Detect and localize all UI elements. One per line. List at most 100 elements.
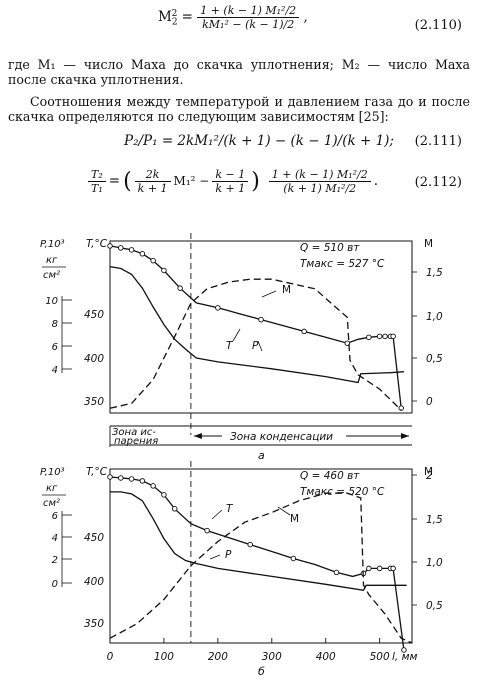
data-point-T — [128, 247, 135, 253]
data-point-T — [366, 565, 372, 572]
zone-label-evaporation-2: парения — [114, 436, 158, 447]
y-axis-unit-num: кг — [46, 483, 58, 494]
data-point-T — [258, 316, 264, 323]
tick-label-m: 0,5 — [426, 353, 443, 365]
curve-label-leader — [209, 554, 221, 560]
tick-label-m: 1,0 — [426, 557, 443, 569]
data-point-T — [139, 478, 146, 484]
data-point-T — [366, 334, 372, 341]
tick-label-p: 8 — [52, 319, 58, 330]
curve-label-t: T — [226, 340, 234, 352]
zone-label-bg — [222, 429, 346, 442]
y2-axis-label-m: M — [424, 466, 433, 478]
tick-label-t: 450 — [84, 532, 104, 544]
tick-label-p: 10 — [45, 296, 58, 307]
plot-frame — [109, 240, 413, 414]
tick-label-m: 1,5 — [426, 267, 443, 279]
series-line-M — [109, 278, 402, 411]
x-tick-label: 200 — [208, 651, 228, 663]
tick-label-t: 350 — [84, 396, 104, 408]
x-axis-unit: l, мм — [392, 651, 418, 663]
tick-label-p: 6 — [52, 511, 58, 522]
data-point-T — [215, 305, 221, 311]
series-line-T — [109, 476, 405, 651]
annotation-q: Q = 510 вт — [300, 242, 360, 254]
tick-label-p: 0 — [52, 579, 58, 590]
x-tick-label: 500 — [370, 651, 390, 663]
data-point-T — [390, 333, 396, 340]
curve-label-leader — [257, 340, 263, 352]
equation-number-2-110: (2.110) — [414, 18, 462, 33]
x-tick-label: 0 — [107, 651, 114, 663]
x-tick-label: 400 — [316, 651, 336, 663]
tick-label-m: 0,5 — [426, 600, 443, 612]
data-point-T — [150, 257, 156, 264]
tick-label-m: 2 — [426, 470, 433, 482]
data-point-T — [161, 492, 167, 498]
tick-label-p: 2 — [52, 555, 58, 566]
data-point-T — [107, 474, 113, 480]
annotation-tmax: Tмакс = 527 °C — [300, 258, 385, 270]
series-line-T — [109, 245, 402, 409]
curve-label-leader — [277, 506, 291, 516]
data-point-T — [204, 527, 210, 534]
series-line-P — [109, 265, 404, 384]
annotation-tmax: Tмакс = 520 °C — [300, 486, 385, 498]
data-point-T — [161, 267, 167, 274]
data-point-T — [401, 647, 407, 653]
y-axis-unit-num: кг — [46, 255, 58, 266]
curve-label-leader — [211, 509, 223, 520]
tick-label-m: 1,0 — [426, 311, 443, 323]
data-point-T — [398, 405, 404, 411]
data-point-T — [177, 285, 183, 291]
annotation-q: Q = 460 вт — [300, 470, 360, 482]
equation-2-111: P₂/P₁ = 2kM₁²/(k + 1) − (k − 1)/(k + 1); — [124, 133, 394, 149]
data-point-T — [107, 243, 113, 249]
curve-label-p: P — [225, 549, 232, 561]
tick-label-p: 6 — [52, 342, 58, 353]
data-point-T — [382, 333, 388, 340]
data-point-T — [171, 506, 178, 512]
series-line-M — [109, 492, 413, 644]
equation-2-110: M22 = 1 + (k − 1) M₁²/2 kM₁² − (k − 1)/2… — [158, 4, 308, 31]
paragraph-2: Соотношения между температурой и давлени… — [8, 94, 470, 124]
curve-label-leader — [261, 290, 277, 298]
data-point-T — [376, 565, 383, 572]
plot-frame — [109, 468, 413, 644]
eq-lhs-fraction: T₂ T₁ — [88, 168, 106, 195]
data-point-T — [128, 476, 135, 482]
figure-2-panels: T,°C P,10³ кг см² M 450 400 350 10 8 6 4 1,5 1,0 0,5 0 Q… — [40, 233, 443, 678]
y-axis-unit-den: см² — [43, 270, 60, 281]
zone-arrowhead-right — [401, 433, 409, 439]
y-axis-label-p: P,10³ — [40, 239, 65, 250]
data-point-T — [139, 251, 146, 257]
data-point-T — [376, 333, 383, 340]
data-point-T — [150, 483, 156, 489]
curve-label-m: M — [290, 513, 299, 525]
eq-lhs: M22 — [158, 8, 178, 28]
tick-label-t: 400 — [84, 576, 104, 588]
data-point-T — [118, 245, 124, 251]
panel-caption-b: б — [258, 665, 265, 678]
curve-label-t: T — [226, 503, 234, 515]
curve-label-p: P — [252, 340, 259, 352]
zone-label-condensation: Зона конденсации — [230, 431, 333, 443]
tick-label-m: 1,5 — [426, 514, 443, 526]
data-point-T — [247, 541, 253, 548]
y-axis-label-t: T,°C — [86, 466, 108, 478]
equation-number-2-111: (2.111) — [414, 134, 462, 149]
y-axis-label-t: T,°C — [86, 238, 108, 250]
curve-label-leader — [232, 328, 241, 342]
equation-number-2-112: (2.112) — [414, 175, 462, 190]
data-point-T — [290, 555, 297, 562]
tick-label-p: 4 — [52, 365, 58, 376]
x-tick-label: 100 — [154, 651, 174, 663]
data-point-T — [333, 569, 340, 576]
data-point-T — [301, 328, 307, 335]
panel-a: T,°C P,10³ кг см² M 450 400 350 10 8 6 4 1,5 1,0 0,5 0 Q… — [40, 233, 443, 462]
data-point-T — [118, 475, 124, 481]
y-axis-label-p: P,10³ — [40, 467, 65, 478]
y-axis-unit-den: см² — [43, 498, 60, 509]
curve-label-m: M — [282, 284, 291, 296]
